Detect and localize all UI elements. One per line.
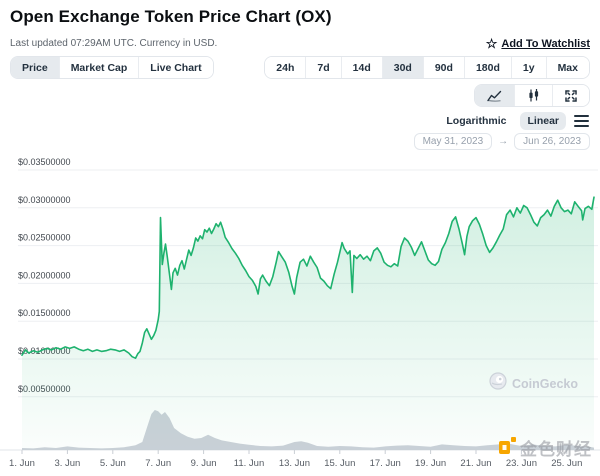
svg-text:3. Jun: 3. Jun — [54, 458, 80, 469]
date-range-arrow-icon: → — [498, 136, 509, 147]
svg-text:$0.03500000: $0.03500000 — [18, 157, 71, 167]
fullscreen-icon — [565, 89, 577, 102]
coingecko-watermark: CoinGecko — [489, 372, 578, 395]
tab-market-cap[interactable]: Market Cap — [58, 57, 139, 78]
svg-text:$0.03000000: $0.03000000 — [18, 195, 71, 205]
line-chart-button[interactable] — [475, 85, 514, 106]
svg-text:17. Jun: 17. Jun — [370, 458, 401, 469]
jinse-watermark-label: 金色财经 — [520, 440, 592, 459]
coingecko-watermark-label: CoinGecko — [512, 376, 578, 391]
svg-text:$0.02000000: $0.02000000 — [18, 270, 71, 280]
svg-text:5. Jun: 5. Jun — [100, 458, 126, 469]
line-chart-icon — [487, 90, 502, 102]
range-1y[interactable]: 1y — [510, 57, 546, 78]
svg-text:15. Jun: 15. Jun — [324, 458, 355, 469]
svg-text:$0.01500000: $0.01500000 — [18, 308, 71, 318]
add-to-watchlist-link[interactable]: ☆ Add To Watchlist — [486, 37, 590, 50]
scale-logarithmic-button[interactable]: Logarithmic — [439, 112, 513, 130]
view-tab-group: Price Market Cap Live Chart — [10, 56, 214, 79]
range-90d[interactable]: 90d — [422, 57, 464, 78]
range-7d[interactable]: 7d — [305, 57, 341, 78]
range-14d[interactable]: 14d — [340, 57, 382, 78]
svg-text:11. Jun: 11. Jun — [234, 458, 264, 469]
range-max[interactable]: Max — [545, 57, 589, 78]
chart-type-group — [474, 84, 590, 107]
last-updated-text: Last updated 07:29AM UTC. Currency in US… — [10, 38, 218, 49]
range-tab-group: 24h 7d 14d 30d 90d 180d 1y Max — [264, 56, 590, 79]
jinse-logo-icon — [498, 436, 517, 460]
range-30d[interactable]: 30d — [381, 57, 423, 78]
svg-text:7. Jun: 7. Jun — [145, 458, 171, 469]
date-from-input[interactable]: May 31, 2023 — [413, 133, 493, 150]
range-24h[interactable]: 24h — [265, 57, 306, 78]
svg-text:23. Jun: 23. Jun — [506, 458, 537, 469]
add-to-watchlist-label: Add To Watchlist — [501, 37, 590, 50]
subheader-row: Last updated 07:29AM UTC. Currency in US… — [10, 37, 590, 50]
scale-row: Logarithmic Linear — [439, 112, 590, 130]
chart-type-row — [474, 84, 590, 107]
svg-text:19. Jun: 19. Jun — [415, 458, 446, 469]
tab-price[interactable]: Price — [11, 57, 59, 78]
coingecko-logo-icon — [489, 372, 507, 395]
svg-text:21. Jun: 21. Jun — [460, 458, 491, 469]
date-to-input[interactable]: Jun 26, 2023 — [514, 133, 590, 150]
star-icon: ☆ — [485, 36, 498, 51]
tab-live-chart[interactable]: Live Chart — [138, 57, 213, 78]
svg-text:9. Jun: 9. Jun — [191, 458, 217, 469]
svg-text:1. Jun: 1. Jun — [9, 458, 35, 469]
date-range-row: May 31, 2023 → Jun 26, 2023 — [413, 133, 590, 150]
svg-text:$0.02500000: $0.02500000 — [18, 233, 71, 243]
price-chart-area[interactable]: $0.03500000 $0.03000000 $0.02500000 $0.0200… — [0, 156, 600, 476]
price-chart-svg[interactable]: $0.03500000 $0.03000000 $0.02500000 $0.0200… — [0, 156, 600, 476]
range-180d[interactable]: 180d — [463, 57, 511, 78]
fullscreen-button[interactable] — [552, 85, 589, 106]
jinse-watermark: 金色财经 — [498, 435, 592, 460]
svg-text:13. Jun: 13. Jun — [279, 458, 310, 469]
controls-row: Price Market Cap Live Chart 24h 7d 14d 3… — [10, 56, 590, 79]
svg-text:25. Jun: 25. Jun — [551, 458, 582, 469]
candlestick-button[interactable] — [514, 85, 552, 106]
page-title: Open Exchange Token Price Chart (OX) — [10, 7, 332, 26]
scale-linear-button[interactable]: Linear — [520, 112, 566, 130]
chart-menu-icon[interactable] — [573, 113, 590, 130]
candlestick-icon — [527, 89, 540, 102]
